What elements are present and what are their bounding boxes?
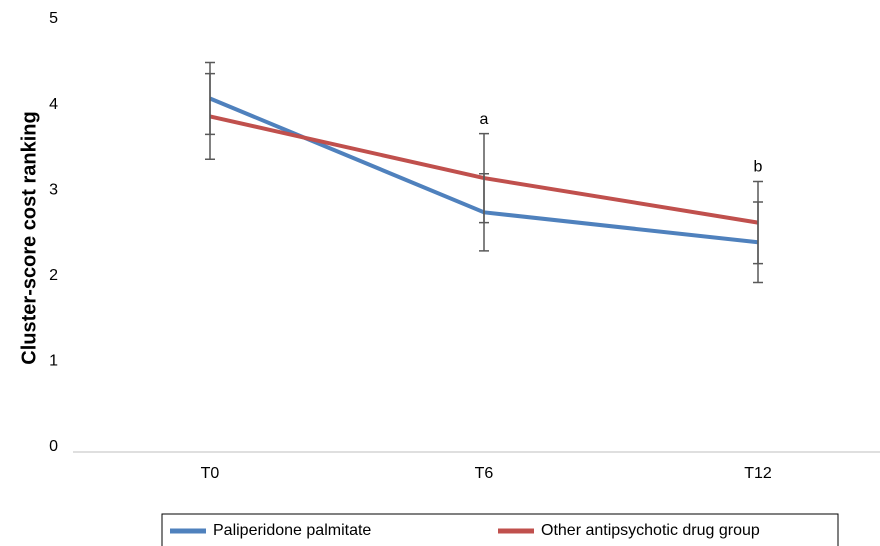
x-tick-label: T0 — [201, 465, 220, 482]
annotation: a — [480, 111, 489, 128]
y-axis-label: Cluster-score cost ranking — [18, 111, 40, 364]
y-tick-label: 2 — [49, 267, 58, 284]
y-tick-label: 3 — [49, 181, 58, 198]
y-tick-label: 0 — [49, 438, 58, 455]
legend-label: Paliperidone palmitate — [213, 522, 371, 539]
y-tick-label: 4 — [49, 96, 58, 113]
error-bar — [753, 180, 763, 265]
annotation: b — [754, 159, 763, 176]
legend-box — [161, 513, 839, 546]
y-tick-label: 1 — [49, 353, 58, 370]
x-tick-label: T12 — [744, 465, 772, 482]
x-tick-label: T6 — [475, 465, 494, 482]
y-tick-label: 5 — [49, 10, 58, 27]
legend-label: Other antipsychotic drug group — [541, 522, 760, 539]
error-bar — [205, 72, 215, 160]
error-bar — [479, 132, 489, 224]
